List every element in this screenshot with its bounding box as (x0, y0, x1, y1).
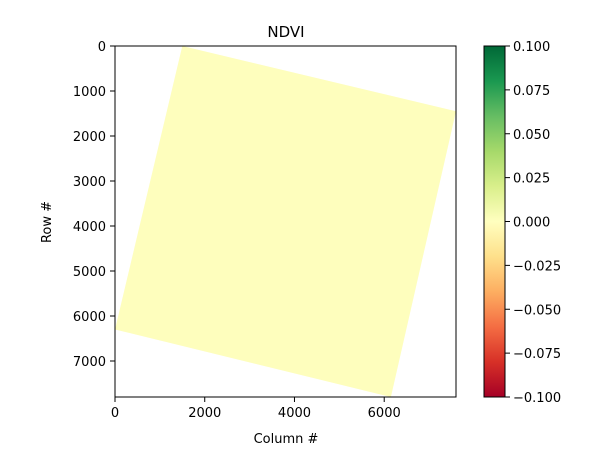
colorbar-tick-label: 0.050 (513, 128, 550, 143)
y-tick-label: 5000 (73, 265, 106, 280)
y-tick-label: 6000 (73, 310, 106, 325)
plot-area: 0 2000 4000 6000 0 1000 2000 3000 4000 5000 6000 70… (73, 40, 457, 421)
x-axis-label: Column # (254, 432, 319, 447)
x-tick-label: 4000 (278, 406, 311, 421)
x-tick-label: 0 (111, 406, 119, 421)
y-tick-label: 1000 (73, 85, 106, 100)
chart-title: NDVI (267, 23, 304, 41)
colorbar-tick-label: 0.025 (513, 172, 550, 187)
colorbar-tick-label: −0.075 (513, 347, 561, 362)
axes-frame (114, 45, 457, 398)
y-tick-label: 2000 (73, 130, 106, 145)
colorbar-tick-label: 0.000 (513, 216, 550, 231)
colorbar: 0.100 0.075 0.050 0.025 0.000 −0.025 −0.050 −0.… (483, 40, 561, 406)
x-tick-label: 2000 (188, 406, 221, 421)
y-tick-label: 7000 (73, 355, 106, 370)
colorbar-tick-label: −0.050 (513, 303, 561, 318)
colorbar-gradient (483, 45, 506, 398)
colorbar-tick-label: 0.075 (513, 84, 550, 99)
y-tick-label: 0 (98, 40, 106, 55)
ndvi-footprint (115, 46, 456, 397)
y-tick-label: 4000 (73, 220, 106, 235)
colorbar-tick-label: −0.025 (513, 259, 561, 274)
x-tick-label: 6000 (368, 406, 401, 421)
colorbar-tick-label: −0.100 (513, 391, 561, 406)
colorbar-tick-label: 0.100 (513, 40, 550, 55)
y-tick-label: 3000 (73, 175, 106, 190)
y-axis-label: Row # (40, 201, 55, 243)
